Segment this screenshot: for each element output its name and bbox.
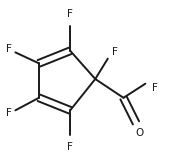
- Text: F: F: [67, 142, 73, 152]
- Text: O: O: [135, 128, 143, 138]
- Text: F: F: [112, 47, 118, 57]
- Text: F: F: [6, 44, 12, 54]
- Text: F: F: [67, 9, 73, 19]
- Text: F: F: [6, 108, 12, 118]
- Text: F: F: [152, 83, 158, 93]
